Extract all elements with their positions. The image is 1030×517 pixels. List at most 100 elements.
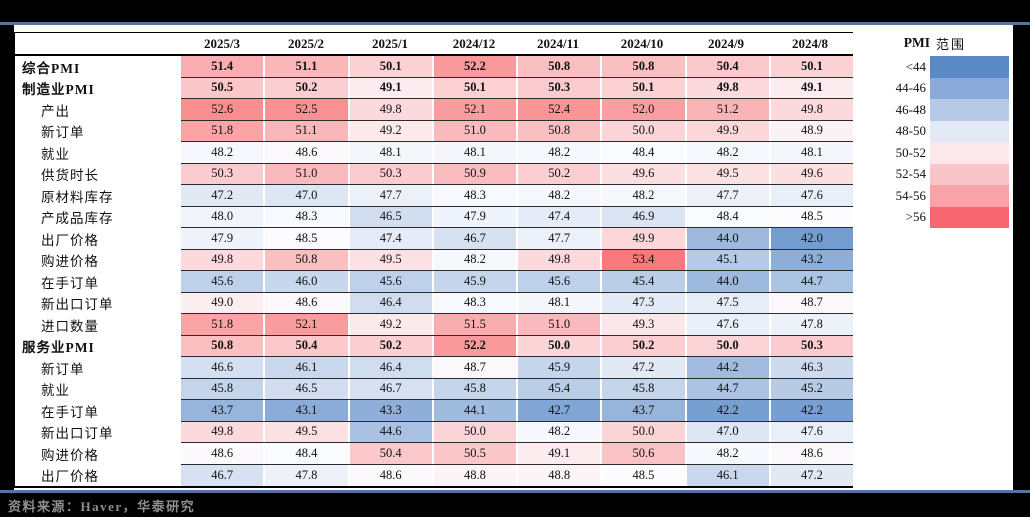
legend-swatch <box>930 185 1009 207</box>
corner-cell <box>15 33 181 54</box>
heatmap-cell: 50.5 <box>433 443 518 464</box>
row-cells: 49.8 49.5 44.6 50.0 48.2 50.0 47.0 47.6 <box>181 421 853 443</box>
legend-range-label: 44-46 <box>895 80 926 96</box>
heatmap-cell: 47.9 <box>181 228 266 249</box>
heatmap-cell: 51.0 <box>265 163 350 184</box>
heatmap-cell: 49.8 <box>181 421 266 442</box>
heatmap-cell: 45.6 <box>349 271 434 292</box>
row-label: 制造业PMI <box>22 82 95 98</box>
source-note: 资料来源：Haver，华泰研究 <box>8 499 196 514</box>
heatmap-cell: 50.2 <box>602 335 687 356</box>
heatmap-cell: 47.6 <box>770 185 853 206</box>
heatmap-cell: 52.1 <box>265 314 350 335</box>
heatmap-cell: 50.0 <box>602 421 687 442</box>
heatmap-cell: 52.2 <box>433 335 518 356</box>
legend-swatch <box>930 142 1009 164</box>
row-cells: 51.4 51.1 50.1 52.2 50.8 50.8 50.4 50.1 <box>181 56 853 78</box>
heatmap-cell: 50.1 <box>602 77 687 98</box>
heatmap-cell: 48.1 <box>518 292 603 313</box>
heatmap-cell: 46.4 <box>349 292 434 313</box>
heatmap-cell: 49.2 <box>349 314 434 335</box>
heatmap-cell: 47.5 <box>686 292 771 313</box>
heatmap-cell: 44.1 <box>433 400 518 421</box>
legend-swatch <box>930 163 1009 185</box>
heatmap-cell: 45.8 <box>181 378 266 399</box>
heatmap-cell: 45.6 <box>181 271 266 292</box>
heatmap-cell: 46.3 <box>770 357 853 378</box>
heatmap-cell: 50.2 <box>265 77 350 98</box>
heatmap-cell: 44.7 <box>770 271 853 292</box>
row-label: 产成品库存 <box>41 211 114 227</box>
heatmap-cell: 48.3 <box>433 292 518 313</box>
heatmap-cell: 51.2 <box>686 99 771 120</box>
heatmap-cell: 46.7 <box>349 378 434 399</box>
heatmap-cell: 49.6 <box>602 163 687 184</box>
heatmap-cell: 47.2 <box>181 185 266 206</box>
heatmap-cell: 45.8 <box>602 378 687 399</box>
legend-swatch <box>930 120 1009 142</box>
heatmap-cell: 47.2 <box>602 357 687 378</box>
heatmap-cell: 51.8 <box>181 314 266 335</box>
row-label: 就业 <box>41 383 70 399</box>
table-row: 就业 45.8 46.5 46.7 45.8 45.4 45.8 44.7 45.2 <box>15 378 853 400</box>
heatmap-cell: 48.2 <box>686 142 771 163</box>
column-header: 2024/12 <box>452 35 496 51</box>
heatmap-cell: 51.4 <box>181 56 266 77</box>
heatmap-cell: 48.6 <box>265 142 350 163</box>
heatmap-cell: 47.8 <box>770 314 853 335</box>
row-label: 在手订单 <box>41 404 99 420</box>
heatmap-cell: 44.7 <box>686 378 771 399</box>
table-row: 在手订单 43.7 43.1 43.3 44.1 42.7 43.7 42.2 42.2 <box>15 400 853 422</box>
heatmap-cell: 50.8 <box>518 120 603 141</box>
legend-item: <44 <box>876 56 1013 78</box>
row-cells: 46.7 47.8 48.6 48.8 48.8 48.5 46.1 47.2 <box>181 464 853 486</box>
column-headers: 2025/3 2025/2 2025/1 2024/12 2024/11 2024/10 2… <box>181 33 853 54</box>
row-label: 出厂价格 <box>41 469 99 485</box>
heatmap-cell: 50.0 <box>518 335 603 356</box>
legend-entries: <44 44-46 46-48 48-50 50-52 52-54 54-56 >56 <box>876 56 1013 228</box>
bottom-divider <box>0 490 1030 493</box>
row-cells: 50.5 50.2 49.1 50.1 50.3 50.1 49.8 49.1 <box>181 77 853 99</box>
heatmap-cell: 47.0 <box>265 185 350 206</box>
heatmap-cell: 45.9 <box>433 271 518 292</box>
content-panel: 2025/3 2025/2 2025/1 2024/12 2024/11 2024/10 2… <box>14 25 1013 490</box>
table-row: 购进价格 48.6 48.4 50.4 50.5 49.1 50.6 48.2 48.6 <box>15 443 853 465</box>
heatmap-cell: 48.9 <box>770 120 853 141</box>
heatmap-cell: 50.9 <box>433 163 518 184</box>
pmi-heatmap-table: 2025/3 2025/2 2025/1 2024/12 2024/11 2024/10 2… <box>14 32 853 488</box>
heatmap-cell: 43.3 <box>349 400 434 421</box>
heatmap-cell: 49.9 <box>602 228 687 249</box>
heatmap-cell: 48.1 <box>433 142 518 163</box>
row-cells: 51.8 52.1 49.2 51.5 51.0 49.3 47.6 47.8 <box>181 314 853 336</box>
heatmap-cell: 52.5 <box>265 99 350 120</box>
row-cells: 49.8 50.8 49.5 48.2 49.8 53.4 45.1 43.2 <box>181 249 853 271</box>
heatmap-cell: 46.7 <box>433 228 518 249</box>
column-header: 2025/3 <box>203 35 241 51</box>
heatmap-cell: 49.3 <box>602 314 687 335</box>
row-cells: 46.6 46.1 46.4 48.7 45.9 47.2 44.2 46.3 <box>181 357 853 379</box>
table-row: 在手订单 45.6 46.0 45.6 45.9 45.6 45.4 44.0 44.7 <box>15 271 853 293</box>
legend-swatch <box>930 99 1009 121</box>
heatmap-cell: 47.7 <box>349 185 434 206</box>
heatmap-cell: 48.1 <box>349 142 434 163</box>
legend-range-label: 54-56 <box>895 187 926 203</box>
row-label: 购进价格 <box>41 254 99 270</box>
heatmap-cell: 48.6 <box>181 443 266 464</box>
column-header: 2024/11 <box>537 35 579 51</box>
heatmap-cell: 46.0 <box>265 271 350 292</box>
heatmap-cell: 51.0 <box>518 314 603 335</box>
row-label: 购进价格 <box>41 447 99 463</box>
heatmap-cell: 49.8 <box>770 99 853 120</box>
row-label: 进口数量 <box>41 318 99 334</box>
heatmap-cell: 49.0 <box>181 292 266 313</box>
heatmap-cell: 49.8 <box>349 99 434 120</box>
heatmap-cell: 49.5 <box>265 421 350 442</box>
legend-item: >56 <box>876 206 1013 228</box>
heatmap-cell: 48.2 <box>518 142 603 163</box>
heatmap-cell: 49.1 <box>349 77 434 98</box>
legend-item: 44-46 <box>876 77 1013 99</box>
heatmap-cell: 46.1 <box>265 357 350 378</box>
heatmap-cell: 48.5 <box>770 206 853 227</box>
table-row: 产出 52.6 52.5 49.8 52.1 52.4 52.0 51.2 49.8 <box>15 99 853 121</box>
heatmap-cell: 47.4 <box>349 228 434 249</box>
